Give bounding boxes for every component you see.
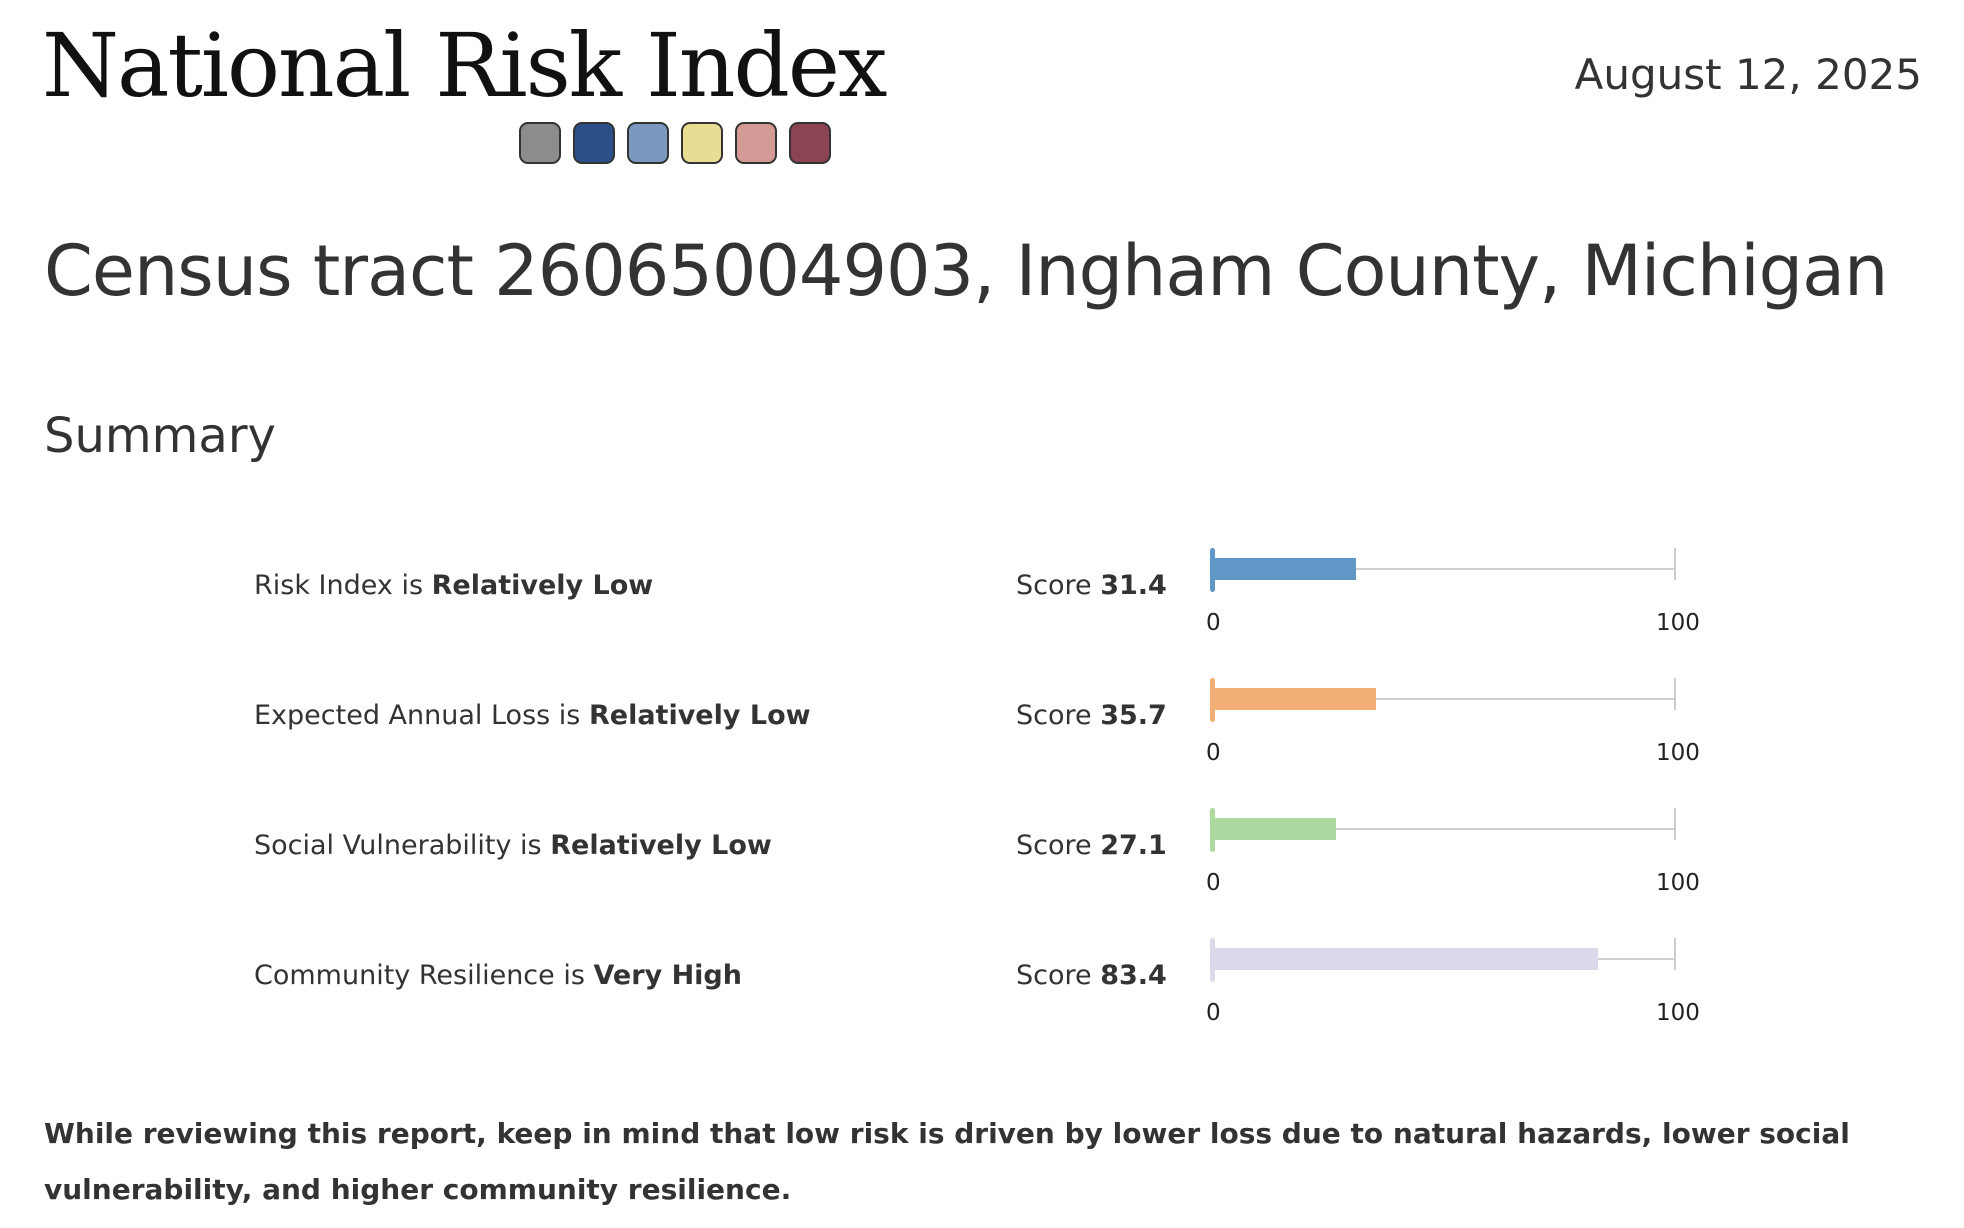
scale-end-tick bbox=[1674, 678, 1676, 710]
scale-max-label: 100 bbox=[1656, 740, 1700, 766]
score-prefix: Score bbox=[1016, 570, 1092, 601]
score-scale: 0 100 bbox=[1206, 670, 1700, 770]
scale-start-tick bbox=[1210, 678, 1215, 722]
score-bar bbox=[1210, 558, 1356, 580]
summary-heading: Summary bbox=[44, 408, 276, 464]
summary-row: Expected Annual Loss is Relatively Low S… bbox=[0, 670, 1964, 770]
score-prefix: Score bbox=[1016, 830, 1092, 861]
measure-score: Score 27.1 bbox=[1016, 830, 1167, 861]
score-value: 35.7 bbox=[1100, 700, 1167, 731]
measure-score: Score 35.7 bbox=[1016, 700, 1167, 731]
scale-end-tick bbox=[1674, 548, 1676, 580]
scale-track bbox=[1210, 828, 1675, 830]
report-date: August 12, 2025 bbox=[1574, 50, 1922, 99]
measure-label: Expected Annual Loss is Relatively Low bbox=[254, 700, 811, 731]
measure-label: Risk Index is Relatively Low bbox=[254, 570, 653, 601]
scale-start-tick bbox=[1210, 548, 1215, 592]
score-scale: 0 100 bbox=[1206, 930, 1700, 1030]
scale-min-label: 0 bbox=[1206, 1000, 1221, 1026]
swatch-icon bbox=[789, 122, 831, 164]
scale-max-label: 100 bbox=[1656, 870, 1700, 896]
scale-end-tick bbox=[1674, 938, 1676, 970]
swatch-icon bbox=[681, 122, 723, 164]
app-logo-title: National Risk Index bbox=[42, 14, 888, 117]
measure-rating: Very High bbox=[593, 960, 742, 991]
score-value: 83.4 bbox=[1100, 960, 1167, 991]
summary-row: Community Resilience is Very High Score … bbox=[0, 930, 1964, 1030]
scale-end-tick bbox=[1674, 808, 1676, 840]
score-bar bbox=[1210, 948, 1598, 970]
scale-track bbox=[1210, 568, 1675, 570]
score-prefix: Score bbox=[1016, 960, 1092, 991]
score-bar bbox=[1210, 818, 1336, 840]
page-title: Census tract 26065004903, Ingham County,… bbox=[44, 230, 1888, 312]
measure-rating: Relatively Low bbox=[431, 570, 654, 601]
measure-label: Social Vulnerability is Relatively Low bbox=[254, 830, 772, 861]
score-bar bbox=[1210, 688, 1376, 710]
score-value: 31.4 bbox=[1100, 570, 1167, 601]
summary-footnote: While reviewing this report, keep in min… bbox=[44, 1117, 1850, 1206]
swatch-icon bbox=[519, 122, 561, 164]
measure-name: Social Vulnerability is bbox=[254, 830, 542, 861]
measure-rating: Relatively Low bbox=[588, 700, 811, 731]
measure-score: Score 83.4 bbox=[1016, 960, 1167, 991]
scale-min-label: 0 bbox=[1206, 870, 1221, 896]
measure-name: Risk Index is bbox=[254, 570, 424, 601]
measure-rating: Relatively Low bbox=[550, 830, 772, 861]
swatch-icon bbox=[627, 122, 669, 164]
rating-color-swatches bbox=[519, 122, 831, 164]
measure-name: Expected Annual Loss is bbox=[254, 700, 581, 731]
scale-max-label: 100 bbox=[1656, 1000, 1700, 1026]
score-scale: 0 100 bbox=[1206, 800, 1700, 900]
swatch-icon bbox=[573, 122, 615, 164]
score-scale: 0 100 bbox=[1206, 540, 1700, 640]
scale-min-label: 0 bbox=[1206, 610, 1221, 636]
swatch-icon bbox=[735, 122, 777, 164]
measure-label: Community Resilience is Very High bbox=[254, 960, 742, 991]
measure-name: Community Resilience is bbox=[254, 960, 585, 991]
score-value: 27.1 bbox=[1100, 830, 1167, 861]
score-prefix: Score bbox=[1016, 700, 1092, 731]
measure-score: Score 31.4 bbox=[1016, 570, 1167, 601]
scale-max-label: 100 bbox=[1656, 610, 1700, 636]
summary-row: Risk Index is Relatively Low Score 31.4 … bbox=[0, 540, 1964, 640]
scale-start-tick bbox=[1210, 808, 1215, 852]
scale-start-tick bbox=[1210, 938, 1215, 982]
summary-row: Social Vulnerability is Relatively Low S… bbox=[0, 800, 1964, 900]
scale-min-label: 0 bbox=[1206, 740, 1221, 766]
scale-track bbox=[1210, 698, 1675, 700]
